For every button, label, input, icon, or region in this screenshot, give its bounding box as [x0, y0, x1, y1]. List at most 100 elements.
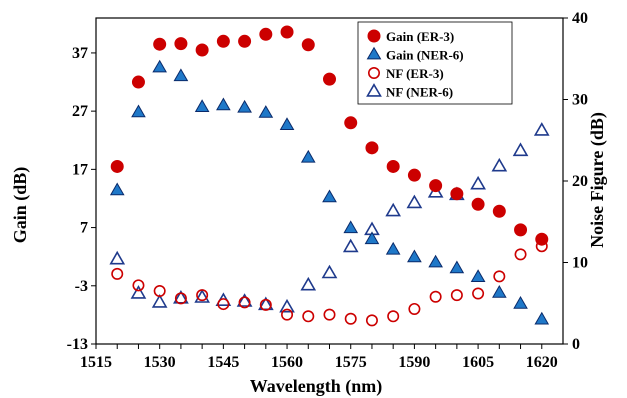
data-point	[512, 142, 529, 157]
data-point	[238, 34, 252, 48]
data-point	[386, 159, 400, 173]
data-point	[406, 194, 423, 209]
y-left-axis-title: Gain (dB)	[10, 167, 31, 244]
data-point	[514, 223, 528, 237]
legend-label: Gain (ER-3)	[386, 29, 454, 44]
data-point	[470, 175, 486, 190]
data-point	[513, 295, 528, 309]
data-point	[216, 97, 231, 111]
data-point	[323, 72, 336, 86]
data-point	[217, 298, 230, 311]
data-point	[450, 289, 463, 302]
x-tick-label: 1530	[144, 354, 176, 371]
data-point	[279, 117, 295, 130]
data-point	[533, 122, 550, 136]
data-point	[131, 104, 146, 118]
series-gain-er-3	[110, 25, 549, 246]
data-point	[491, 157, 508, 172]
data-point	[471, 197, 485, 211]
legend: Gain (ER-3) Gain (NER-6) NF (ER-3) NF (NER-…	[357, 21, 513, 105]
data-point	[196, 289, 209, 302]
data-point	[301, 38, 315, 52]
legend-label: NF (NER-6)	[386, 85, 453, 100]
y-left-tick-label: 7	[80, 220, 88, 237]
y-left-tick-label: -3	[75, 278, 88, 295]
series-nf-ner-6	[109, 122, 550, 313]
y-right-tick-label: 10	[572, 255, 588, 272]
legend-box	[357, 21, 513, 105]
x-tick-label: 1620	[526, 354, 558, 371]
data-point	[429, 179, 443, 193]
data-point	[236, 293, 253, 307]
y-left-tick-label: 37	[72, 45, 88, 62]
y-right-tick-label: 0	[572, 336, 580, 353]
data-point	[343, 220, 359, 234]
x-tick-label: 1560	[271, 354, 303, 371]
data-point	[132, 279, 145, 292]
data-point	[153, 37, 167, 51]
data-point	[364, 231, 380, 245]
data-point	[514, 248, 527, 261]
data-point	[216, 34, 230, 48]
data-point	[151, 293, 168, 308]
legend-item: Gain (NER-6)	[366, 46, 464, 63]
x-tick-label: 1575	[335, 354, 367, 371]
data-point	[428, 254, 443, 268]
data-point	[281, 308, 294, 321]
data-point	[110, 159, 124, 173]
data-point	[342, 238, 359, 253]
data-point	[111, 267, 124, 280]
data-point	[408, 302, 421, 315]
data-point	[259, 27, 273, 41]
data-point	[385, 241, 401, 255]
data-point	[279, 298, 295, 313]
data-point	[174, 37, 188, 51]
data-point	[407, 249, 422, 263]
data-point	[322, 189, 337, 203]
data-point	[344, 116, 358, 130]
data-point	[109, 182, 125, 196]
data-point	[387, 310, 400, 323]
legend-marker	[367, 29, 381, 43]
data-point	[237, 99, 252, 113]
x-tick-label: 1515	[80, 354, 112, 371]
data-point	[365, 141, 379, 155]
data-point	[535, 232, 549, 246]
y-right-axis-title: Noise Figure (dB)	[587, 112, 608, 248]
data-point	[194, 289, 210, 303]
data-point	[174, 292, 187, 305]
data-point	[449, 260, 465, 274]
data-point	[109, 250, 126, 265]
data-point	[429, 290, 442, 303]
data-point	[321, 264, 338, 279]
data-point	[492, 204, 506, 218]
y-left-tick-label: 27	[72, 103, 88, 120]
data-point	[130, 285, 147, 299]
ticks: 1515 1530 1545 1560 1575 1590 1605 1620 -13 -3 7 17…	[67, 10, 588, 371]
data-point	[238, 296, 251, 309]
data-point	[258, 105, 274, 118]
x-axis-title: Wavelength (nm)	[250, 376, 383, 397]
series-layer	[109, 25, 550, 327]
data-point	[493, 270, 506, 283]
data-point	[173, 68, 189, 82]
legend-item: Gain (ER-3)	[367, 29, 454, 44]
x-tick-label: 1605	[462, 354, 494, 371]
y-right-tick-label: 20	[572, 173, 588, 190]
data-point	[259, 298, 272, 311]
data-point	[195, 43, 209, 57]
y-right-tick-label: 40	[572, 10, 588, 27]
data-point	[323, 308, 336, 321]
data-point	[534, 311, 550, 325]
x-tick-label: 1590	[398, 354, 430, 371]
data-point	[344, 312, 357, 325]
data-point	[470, 269, 486, 282]
legend-item: NF (ER-3)	[367, 66, 444, 81]
y-right-tick-label: 30	[572, 92, 588, 109]
data-point	[407, 168, 421, 182]
x-tick-label: 1545	[207, 354, 239, 371]
data-point	[450, 187, 464, 201]
legend-marker	[366, 83, 382, 97]
data-point	[472, 287, 485, 300]
